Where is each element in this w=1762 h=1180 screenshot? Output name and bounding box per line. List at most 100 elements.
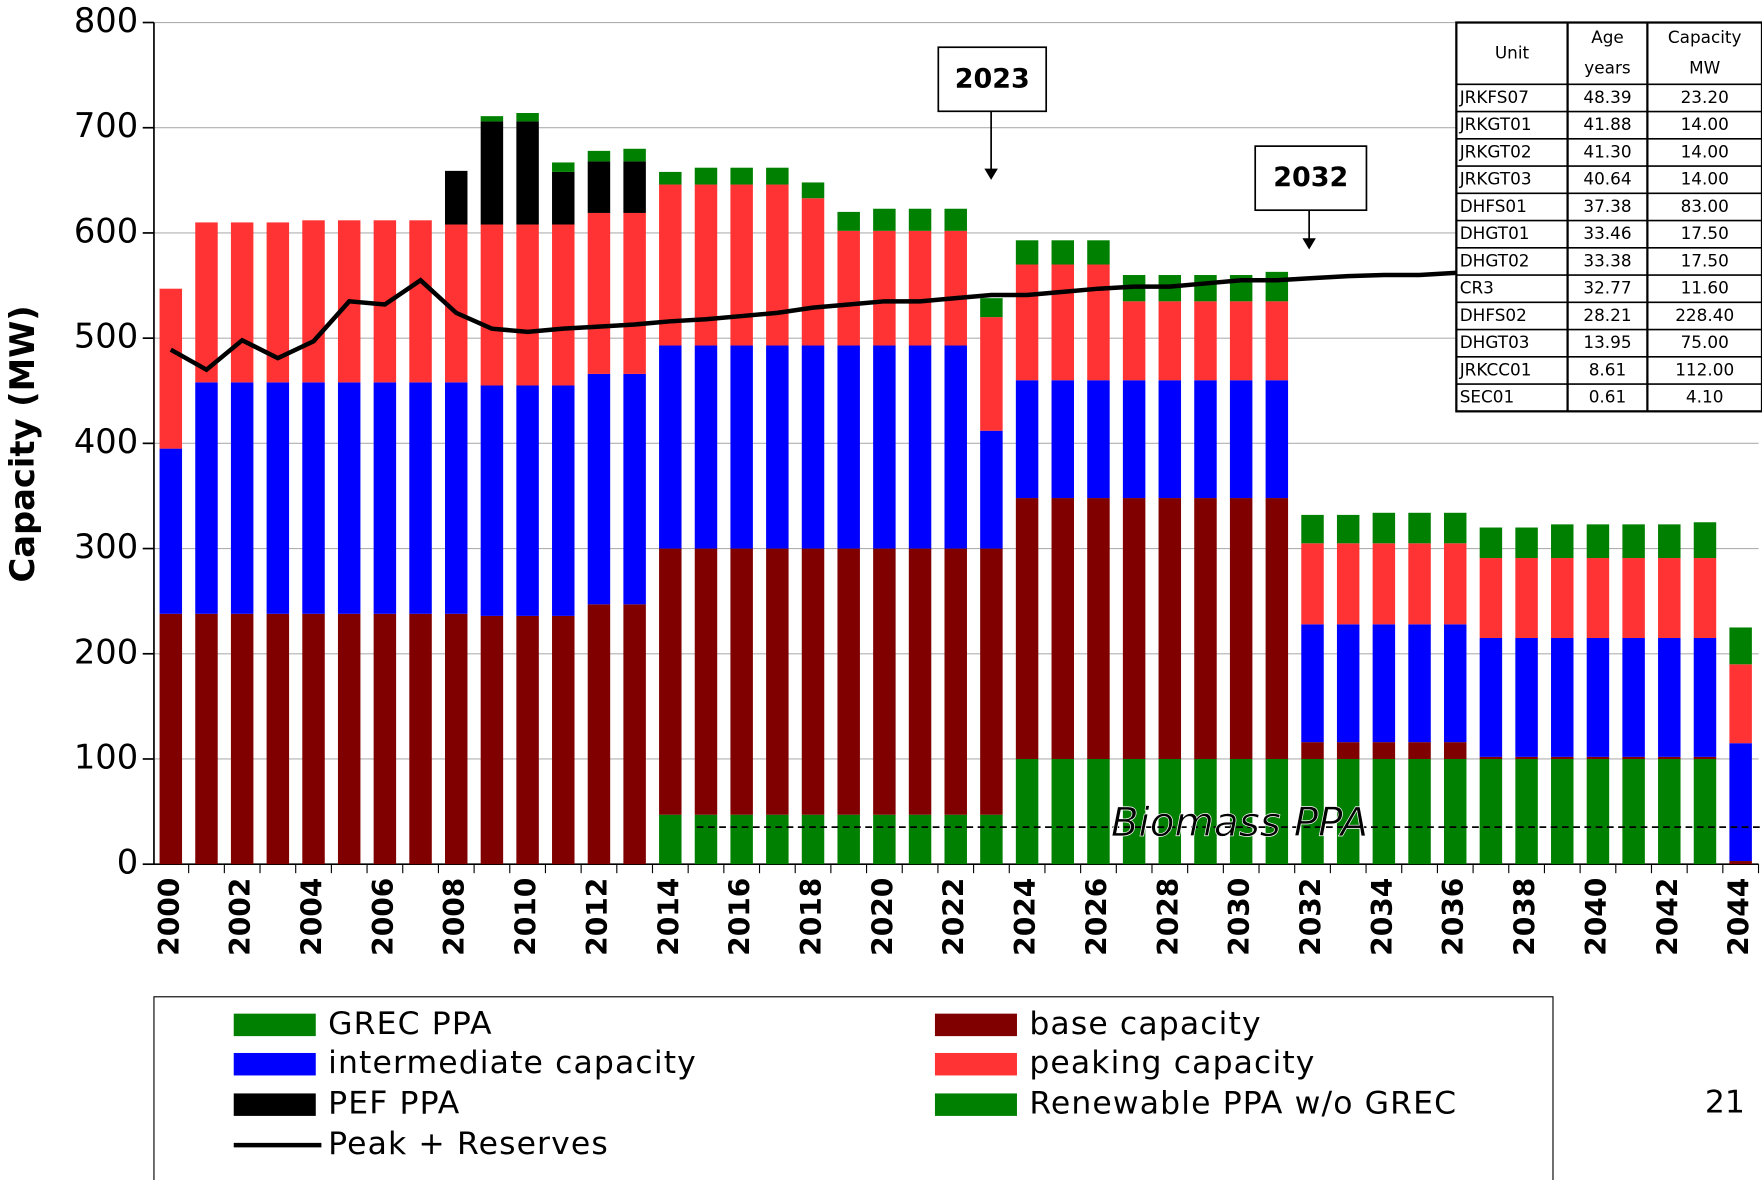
bar-segment <box>873 814 896 865</box>
x-tick-label: 2022 <box>938 878 971 956</box>
bar-segment <box>1586 758 1610 865</box>
bar-segment <box>1265 758 1289 865</box>
bar-segment <box>1693 522 1717 559</box>
bar-segment <box>1015 264 1039 381</box>
bar-segment <box>1336 624 1360 743</box>
bar-segment <box>552 162 575 172</box>
bar-segment <box>1551 758 1574 865</box>
bar-segment <box>552 224 575 386</box>
bar-segment <box>1658 524 1681 559</box>
x-tick-label: 2038 <box>1509 878 1542 956</box>
bar-segment <box>1479 756 1503 759</box>
bar-segment <box>373 613 397 865</box>
bar-segment <box>480 116 504 122</box>
bar-segment <box>623 148 646 162</box>
bar-segment <box>266 222 290 383</box>
bar-segment <box>1408 742 1431 759</box>
bar-segment <box>730 167 753 185</box>
bar-segment <box>1622 756 1645 759</box>
bar-segment <box>1693 558 1717 638</box>
bar-segment <box>766 814 789 865</box>
bar-segment <box>480 385 504 616</box>
bar-segment <box>1229 498 1253 759</box>
x-tick-label: 2010 <box>510 878 543 956</box>
table-cell: CR3 <box>1460 278 1494 298</box>
x-tick-label: 2042 <box>1651 878 1684 956</box>
bar-segment <box>1443 742 1467 759</box>
y-tick-label: 600 <box>74 211 138 250</box>
bar-segment <box>552 615 575 865</box>
bar-segment <box>1122 498 1146 759</box>
bar-segment <box>409 220 432 383</box>
legend-label: GREC PPA <box>328 1006 492 1042</box>
x-tick-label: 2044 <box>1723 878 1756 956</box>
bar-segment <box>1301 624 1324 743</box>
x-tick-label: 2012 <box>581 878 614 956</box>
bar-segment <box>1051 380 1074 499</box>
bar-segment <box>1265 380 1289 499</box>
table-cell: 33.38 <box>1583 250 1631 270</box>
annotation-box <box>937 46 1048 113</box>
bar-segment <box>1372 758 1396 865</box>
bar-segment <box>801 345 825 549</box>
bar-segment <box>873 208 896 231</box>
table-header: Capacity <box>1668 27 1742 47</box>
bar-segment <box>266 382 290 614</box>
bar-segment <box>587 212 611 374</box>
bar-segment <box>1301 514 1324 544</box>
bar-segment <box>837 814 860 865</box>
bar-segment <box>908 208 932 231</box>
bar-segment <box>659 184 682 346</box>
bar-segment <box>1158 380 1182 499</box>
bar-segment <box>766 184 789 346</box>
legend-label: PEF PPA <box>328 1086 460 1122</box>
legend-swatch <box>233 1052 316 1076</box>
bar-segment <box>1087 264 1110 381</box>
bar-segment <box>1443 512 1467 544</box>
y-tick-label: 500 <box>74 317 138 356</box>
table-cell: DHGT03 <box>1460 332 1530 352</box>
bar-segment <box>694 814 718 865</box>
x-tick-label: 2014 <box>652 878 685 956</box>
x-tick-label: 2032 <box>1295 878 1328 956</box>
bar-segment <box>587 373 611 605</box>
table-cell: JRKGT02 <box>1459 141 1532 161</box>
bar-segment <box>1408 624 1431 743</box>
bar-segment <box>1122 758 1146 865</box>
bar-segment <box>980 548 1003 815</box>
x-tick-label: 2008 <box>438 878 471 956</box>
bar-segment <box>944 345 967 549</box>
bar-segment <box>409 613 432 865</box>
x-tick-label: 2034 <box>1366 878 1399 956</box>
bar-segment <box>1515 527 1538 559</box>
bar-segment <box>873 345 896 549</box>
table-cell: 11.60 <box>1681 278 1729 298</box>
bar-segment <box>766 167 789 185</box>
legend-swatch <box>934 1013 1017 1037</box>
bar-segment <box>159 288 183 449</box>
bar-segment <box>908 230 932 346</box>
bar-segment <box>1265 498 1289 759</box>
bar-segment <box>516 112 539 122</box>
bar-segment <box>730 814 753 865</box>
bar-segment <box>980 430 1003 549</box>
bar-segment <box>1122 380 1146 499</box>
table-header: years <box>1584 58 1630 78</box>
bar-segment <box>1015 380 1039 499</box>
bar-segment <box>516 615 539 865</box>
bar-segment <box>730 345 753 549</box>
bar-segment <box>373 382 397 614</box>
bar-segment <box>837 548 860 815</box>
bar-segment <box>1729 861 1752 865</box>
bar-segment <box>1336 742 1360 759</box>
bar-segment <box>195 613 218 865</box>
bar-segment <box>230 613 254 865</box>
arrow-head <box>984 168 998 180</box>
legend-swatch <box>233 1093 316 1116</box>
bar-segment <box>623 161 646 213</box>
bar-segment <box>195 222 218 383</box>
y-tick-label: 300 <box>74 527 138 566</box>
bar-segment <box>944 548 967 815</box>
x-tick-label: 2002 <box>224 878 257 956</box>
bar-segment <box>873 230 896 346</box>
